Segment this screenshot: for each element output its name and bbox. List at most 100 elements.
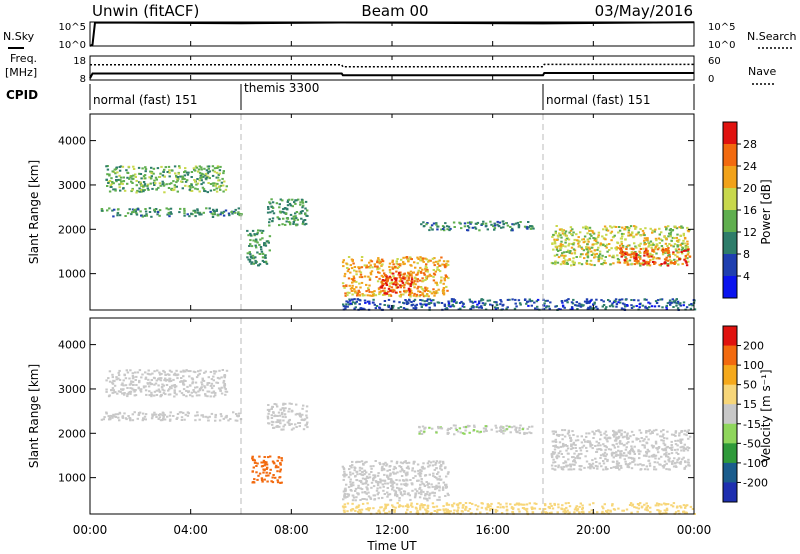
power-data-cell: [608, 243, 611, 245]
power-data-cell: [496, 220, 499, 223]
velocity-data-cell: [266, 480, 269, 483]
velocity-data-cell: [168, 373, 171, 376]
velocity-data-cell: [589, 443, 592, 446]
velocity-data-cell: [263, 464, 266, 467]
power-data-cell: [634, 245, 637, 248]
power-data-cell: [389, 289, 392, 292]
power-data-cell: [347, 277, 351, 280]
power-data-cell: [122, 176, 125, 179]
velocity-data-cell: [670, 440, 673, 443]
power-data-cell: [614, 300, 617, 303]
power-data-cell: [190, 212, 193, 215]
velocity-data-cell: [398, 465, 401, 468]
freq-left-tick: 18: [73, 56, 86, 67]
velocity-data-cell: [138, 381, 141, 384]
velocity-data-cell: [615, 442, 618, 445]
power-data-cell: [353, 288, 356, 291]
velocity-data-cell: [282, 425, 285, 428]
power-data-cell: [421, 299, 424, 302]
power-data-cell: [434, 281, 437, 284]
velocity-data-cell: [552, 440, 556, 443]
power-data-cell: [213, 182, 216, 185]
power-data-cell: [100, 209, 104, 212]
velocity-data-cell: [405, 466, 409, 469]
power-data-cell: [111, 170, 114, 173]
power-data-cell: [620, 240, 623, 243]
power-data-cell: [542, 308, 546, 310]
power-data-cell: [481, 298, 485, 301]
velocity-data-cell: [304, 424, 307, 427]
velocity-data-cell: [620, 450, 623, 453]
power-data-cell: [220, 181, 224, 184]
velocity-data-cell: [384, 512, 387, 515]
velocity-data-cell: [273, 462, 276, 465]
power-data-cell: [205, 207, 208, 210]
velocity-data-cell: [305, 416, 309, 419]
power-data-cell: [659, 238, 662, 241]
velocity-data-cell: [361, 498, 364, 500]
power-data-cell: [604, 238, 607, 241]
power-data-cell: [648, 261, 651, 264]
power-data-cell: [171, 189, 175, 192]
power-data-cell: [283, 207, 286, 210]
velocity-data-cell: [424, 497, 427, 500]
power-data-cell: [558, 228, 562, 231]
power-data-cell: [424, 257, 427, 260]
velocity-data-cell: [433, 494, 436, 497]
velocity-data-cell: [563, 444, 566, 447]
velocity-data-cell: [584, 440, 587, 443]
velocity-data-cell: [251, 481, 254, 484]
power-data-cell: [359, 271, 363, 274]
power-data-cell: [650, 246, 653, 249]
velocity-data-cell: [109, 418, 112, 421]
velocity-data-cell: [653, 468, 656, 471]
power-data-cell: [368, 278, 372, 281]
power-data-cell: [389, 294, 393, 297]
power-data-cell: [119, 176, 123, 179]
power-data-cell: [211, 213, 215, 216]
power-data-cell: [355, 280, 358, 283]
power-data-cell: [419, 266, 422, 269]
power-ylabel: Slant Range [km]: [27, 160, 41, 264]
power-data-cell: [669, 303, 672, 306]
velocity-data-cell: [652, 453, 656, 456]
power-data-cell: [175, 174, 178, 177]
power-colorbar-swatch: [723, 166, 737, 189]
velocity-data-cell: [380, 506, 383, 509]
power-data-cell: [676, 307, 680, 310]
velocity-data-cell: [606, 468, 609, 470]
velocity-data-cell: [576, 439, 580, 442]
velocity-data-cell: [626, 432, 629, 435]
power-data-cell: [638, 306, 641, 309]
power-data-cell: [413, 298, 417, 301]
power-data-cell: [442, 226, 446, 229]
power-data-cell: [665, 308, 668, 311]
velocity-data-cell: [344, 496, 347, 499]
velocity-data-cell: [476, 430, 479, 433]
velocity-data-cell: [441, 487, 445, 490]
velocity-data-cell: [648, 462, 652, 465]
power-data-cell: [346, 291, 349, 294]
power-data-cell: [175, 185, 178, 188]
velocity-data-cell: [436, 478, 439, 481]
velocity-data-cell: [160, 386, 164, 389]
power-data-cell: [217, 214, 220, 217]
velocity-data-cell: [665, 462, 668, 465]
velocity-data-cell: [180, 416, 184, 419]
power-data-cell: [601, 235, 604, 238]
velocity-data-cell: [419, 429, 423, 432]
velocity-data-cell: [638, 452, 641, 455]
velocity-data-cell: [274, 466, 278, 469]
power-data-cell: [416, 278, 419, 281]
power-data-cell: [119, 179, 122, 182]
velocity-data-cell: [427, 460, 431, 463]
velocity-data-cell: [372, 479, 375, 482]
power-data-cell: [392, 283, 395, 286]
velocity-data-cell: [662, 439, 665, 442]
velocity-data-cell: [437, 427, 440, 430]
velocity-data-cell: [135, 375, 138, 378]
power-data-cell: [221, 212, 224, 215]
velocity-data-cell: [282, 407, 285, 410]
power-data-cell: [666, 264, 670, 267]
power-data-cell: [139, 182, 142, 185]
